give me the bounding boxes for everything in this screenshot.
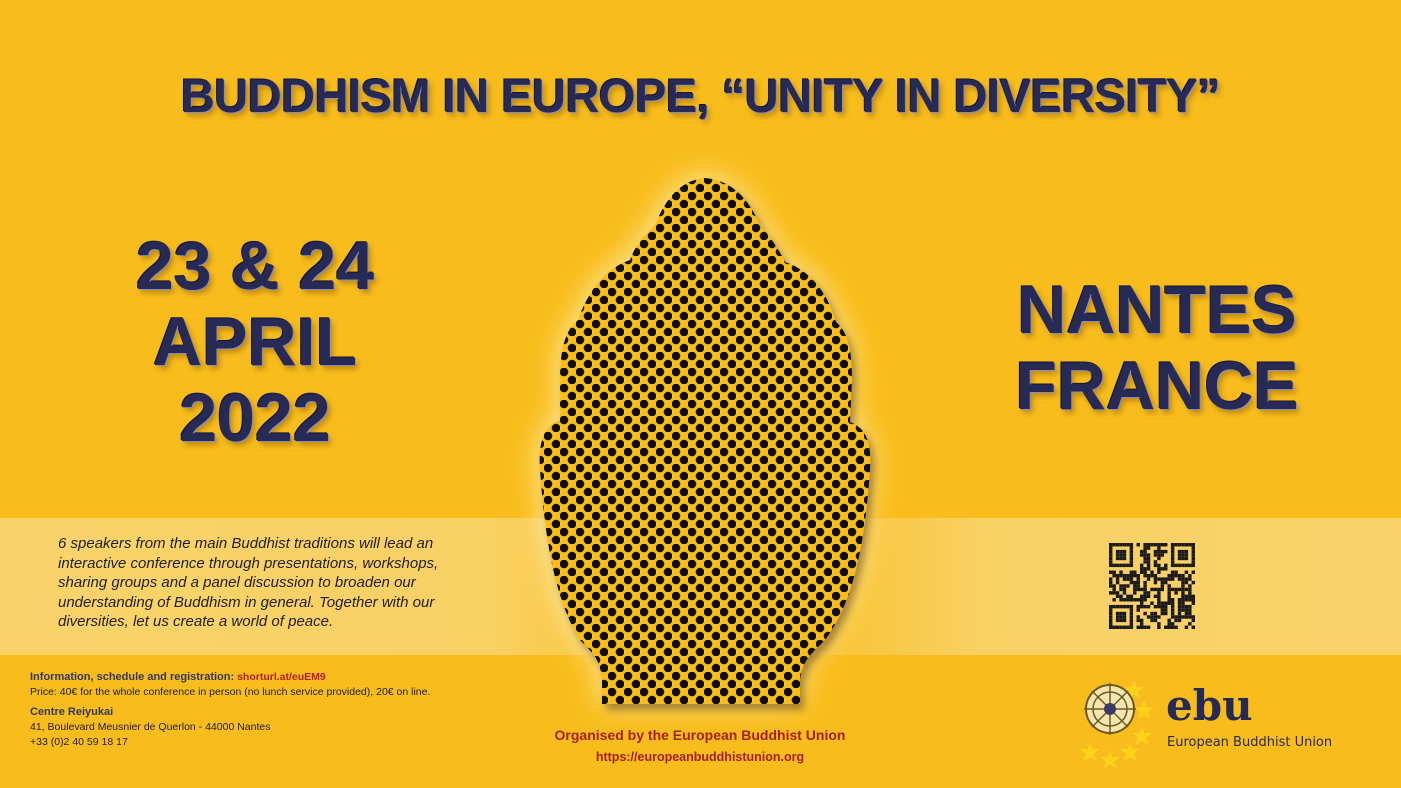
venue-phone: +33 (0)2 40 59 18 17 <box>30 736 128 748</box>
ebu-logo-name: European Buddhist Union <box>1167 735 1333 750</box>
event-location: NANTES FRANCE <box>997 272 1317 424</box>
event-description: 6 speakers from the main Buddhist tradit… <box>58 535 439 630</box>
location-country: FRANCE <box>1015 348 1299 424</box>
organiser-url[interactable]: https://europeanbuddhistunion.org <box>595 750 805 764</box>
date-year: 2022 <box>179 380 331 456</box>
location-city: NANTES <box>1017 272 1297 348</box>
venue-name: Centre Reiyukai <box>30 706 114 718</box>
qr-code[interactable] <box>1109 543 1195 629</box>
poster-title: BUDDHISM IN EUROPE, “UNITY IN DIVERSITY” <box>180 69 1221 122</box>
dharma-wheel-stars-icon <box>1080 680 1154 768</box>
registration-label: Information, schedule and registration: <box>30 671 235 683</box>
event-date: 23 & 24 APRIL 2022 <box>80 228 430 456</box>
buddha-silhouette-image <box>539 178 871 704</box>
organiser-text: Organised by the European Buddhist Union <box>554 727 846 743</box>
venue-address: 41, Boulevard Meusnier de Querlon - 4400… <box>30 721 271 733</box>
date-days: 23 & 24 <box>135 228 375 304</box>
event-info: Information, schedule and registration: … <box>30 670 470 750</box>
organiser: Organised by the European Buddhist Union… <box>500 724 900 768</box>
price-text: Price: 40€ for the whole conference in p… <box>30 686 431 698</box>
ebu-logo-word: ebu <box>1166 681 1253 730</box>
registration-link[interactable]: shorturl.at/euEM9 <box>237 671 326 683</box>
date-month: APRIL <box>153 304 357 380</box>
